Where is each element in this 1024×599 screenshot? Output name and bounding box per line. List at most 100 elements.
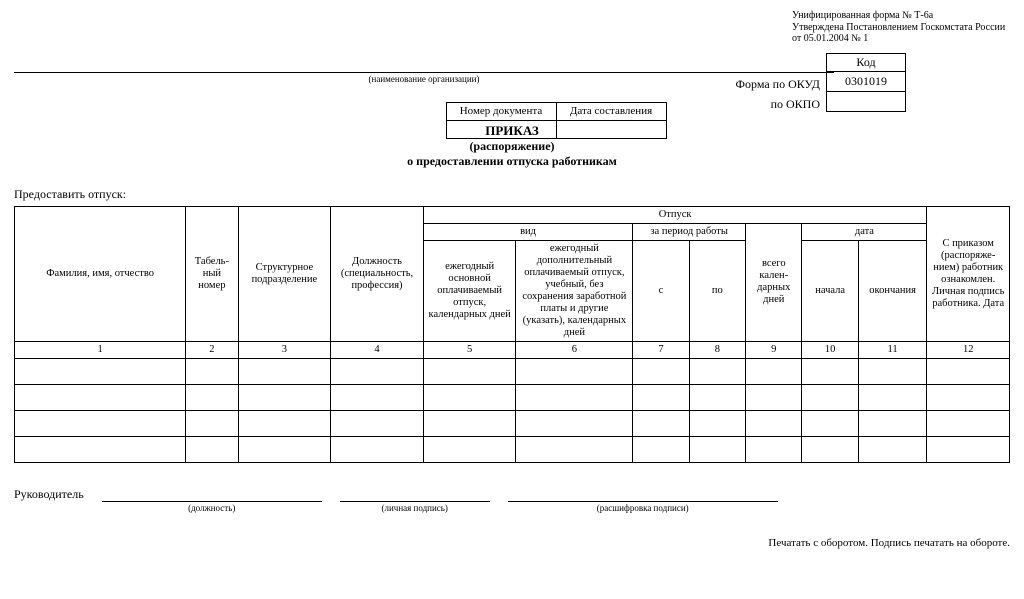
table-cell[interactable] [858,385,927,411]
table-cell[interactable] [238,359,331,385]
table-cell[interactable] [927,437,1010,463]
table-cell[interactable] [186,411,238,437]
table-cell[interactable] [423,411,516,437]
title-block: Номер документа Дата составления ПРИКАЗ … [14,102,1010,169]
meta-line-1: Унифицированная форма № Т-6а [792,10,1024,22]
table-cell[interactable] [331,411,424,437]
table-row [15,437,1010,463]
table-cell[interactable] [516,411,633,437]
table-cell[interactable] [423,437,516,463]
table-cell[interactable] [927,385,1010,411]
th-total-days: всего кален- дарных дней [746,223,802,342]
th-signature: С приказом (распоряже- нием) работник оз… [927,206,1010,342]
meta-line-3: от 05.01.2004 № 1 [792,33,1024,45]
title-sub1: (распоряжение) [14,139,1010,154]
colnum-12: 12 [927,342,1010,359]
footer-note: Печатать с оборотом. Подпись печатать на… [14,537,1010,549]
table-cell[interactable] [238,437,331,463]
table-cell[interactable] [186,359,238,385]
column-number-row: 1 2 3 4 5 6 7 8 9 10 11 12 [15,342,1010,359]
docnum-value-date[interactable] [556,120,666,138]
th-tabno: Табель- ный номер [186,206,238,342]
colnum-9: 9 [746,342,802,359]
leader-decode-line[interactable] [508,488,778,502]
table-cell[interactable] [516,385,633,411]
signature-block: Руководитель Руководитель (должность) (л… [14,487,1010,517]
leader-position-line[interactable] [102,488,322,502]
table-cell[interactable] [802,437,858,463]
form-meta: Унифицированная форма № Т-6а Утверждена … [792,10,1024,45]
colnum-1: 1 [15,342,186,359]
table-cell[interactable] [331,437,424,463]
table-cell[interactable] [858,359,927,385]
docnum-header-number: Номер документа [446,102,556,120]
table-cell[interactable] [689,437,745,463]
leader-label: Руководитель [14,487,84,502]
doc-number-table: Номер документа Дата составления [446,102,667,139]
table-cell[interactable] [633,385,689,411]
table-cell[interactable] [633,437,689,463]
th-period: за период работы [633,223,746,240]
table-cell[interactable] [802,385,858,411]
th-date: дата [802,223,927,240]
table-cell[interactable] [689,359,745,385]
colnum-10: 10 [802,342,858,359]
table-cell[interactable] [516,359,633,385]
colnum-2: 2 [186,342,238,359]
table-cell[interactable] [423,385,516,411]
table-cell[interactable] [802,359,858,385]
table-cell[interactable] [633,359,689,385]
th-from: с [633,240,689,342]
cap-decode: (расшифровка подписи) [508,503,778,513]
okpo-value [826,92,906,112]
cap-sign: (личная подпись) [340,503,490,513]
table-cell[interactable] [186,385,238,411]
table-cell[interactable] [802,411,858,437]
table-cell[interactable] [15,359,186,385]
table-cell[interactable] [633,411,689,437]
th-start: начала [802,240,858,342]
table-cell[interactable] [516,437,633,463]
table-cell[interactable] [423,359,516,385]
meta-line-2: Утверждена Постановлением Госкомстата Ро… [792,22,1024,34]
table-cell[interactable] [689,411,745,437]
table-cell[interactable] [858,411,927,437]
grant-label: Предоставить отпуск: [14,187,1010,202]
title-sub2: о предоставлении отпуска работникам [14,154,1010,169]
table-cell[interactable] [15,411,186,437]
title-main: ПРИКАЗ [14,123,1010,139]
table-cell[interactable] [746,385,802,411]
th-vacation: Отпуск [423,206,927,223]
okud-label: Форма по ОКУД [636,77,826,92]
table-cell[interactable] [858,437,927,463]
colnum-5: 5 [423,342,516,359]
th-position: Должность (специальность, профессия) [331,206,424,342]
table-cell[interactable] [238,385,331,411]
leader-sign-line[interactable] [340,488,490,502]
th-kind: вид [423,223,632,240]
th-dept: Структурное подразделение [238,206,331,342]
table-cell[interactable] [15,437,186,463]
table-cell[interactable] [186,437,238,463]
code-header: Код [826,53,906,72]
table-cell[interactable] [746,359,802,385]
th-additional: ежегодный дополнительный оплачиваемый от… [516,240,633,342]
table-cell[interactable] [689,385,745,411]
table-cell[interactable] [927,411,1010,437]
table-cell[interactable] [331,385,424,411]
table-row [15,385,1010,411]
table-cell[interactable] [15,385,186,411]
colnum-11: 11 [858,342,927,359]
table-row [15,411,1010,437]
th-fio: Фамилия, имя, отчество [15,206,186,342]
table-cell[interactable] [746,437,802,463]
th-end: окончания [858,240,927,342]
colnum-7: 7 [633,342,689,359]
table-cell[interactable] [238,411,331,437]
main-table: Фамилия, имя, отчество Табель- ный номер… [14,206,1010,464]
table-cell[interactable] [746,411,802,437]
table-cell[interactable] [331,359,424,385]
colnum-6: 6 [516,342,633,359]
th-annual: ежегодный основной оплачиваемый отпуск, … [423,240,516,342]
table-cell[interactable] [927,359,1010,385]
